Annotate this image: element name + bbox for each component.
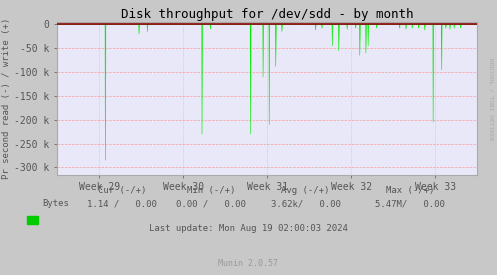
Text: RRDTOOL / TOBI OETIKER: RRDTOOL / TOBI OETIKER [489, 58, 494, 140]
Text: 5.47M/   0.00: 5.47M/ 0.00 [375, 199, 445, 208]
Text: 3.62k/   0.00: 3.62k/ 0.00 [271, 199, 340, 208]
Text: Max (-/+): Max (-/+) [386, 186, 434, 195]
Text: 1.14 /   0.00: 1.14 / 0.00 [87, 199, 157, 208]
Text: Cur (-/+): Cur (-/+) [97, 186, 146, 195]
Text: Bytes: Bytes [42, 199, 69, 208]
Text: 0.00 /   0.00: 0.00 / 0.00 [176, 199, 246, 208]
Text: Min (-/+): Min (-/+) [187, 186, 236, 195]
Title: Disk throughput for /dev/sdd - by month: Disk throughput for /dev/sdd - by month [121, 8, 414, 21]
Text: Munin 2.0.57: Munin 2.0.57 [219, 258, 278, 268]
Text: Avg (-/+): Avg (-/+) [281, 186, 330, 195]
Text: Last update: Mon Aug 19 02:00:03 2024: Last update: Mon Aug 19 02:00:03 2024 [149, 224, 348, 233]
Y-axis label: Pr second read (-) / write (+): Pr second read (-) / write (+) [2, 18, 11, 179]
